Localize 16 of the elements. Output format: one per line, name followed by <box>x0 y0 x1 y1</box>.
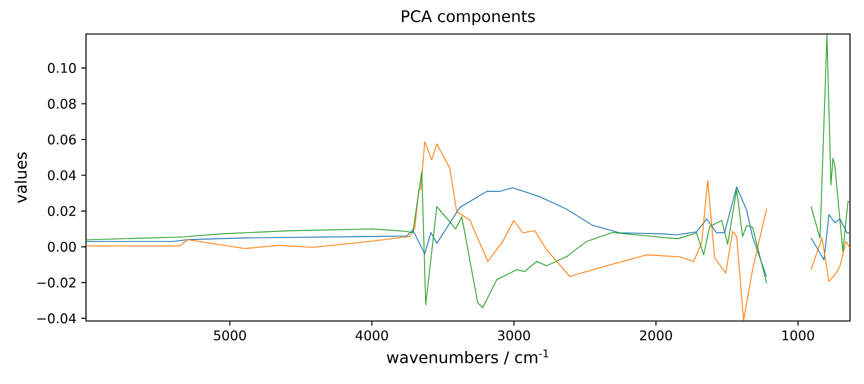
y-tick-label: 0.00 <box>48 242 76 252</box>
y-tick-label: 0.10 <box>48 62 76 73</box>
y-tick-label: 0.04 <box>48 170 76 180</box>
y-tick-label: −0.04 <box>37 313 76 324</box>
x-tick-label: 2000 <box>640 330 672 340</box>
x-axis-title: wavenumbers / cm$^{-1}$ <box>386 350 548 365</box>
x-tick-label: 3000 <box>498 330 530 340</box>
y-tick-label: 0.02 <box>48 206 76 216</box>
y-tick-label: −0.02 <box>37 278 76 288</box>
y-axis-title: values <box>14 152 27 203</box>
x-tick-label: 1000 <box>782 330 814 340</box>
x-tick-label: 5000 <box>214 330 246 340</box>
x-tick-label: 4000 <box>356 330 388 340</box>
y-tick-label: 0.06 <box>48 134 76 145</box>
chart-title: PCA components <box>402 10 535 26</box>
y-tick-label: 0.08 <box>48 98 76 109</box>
